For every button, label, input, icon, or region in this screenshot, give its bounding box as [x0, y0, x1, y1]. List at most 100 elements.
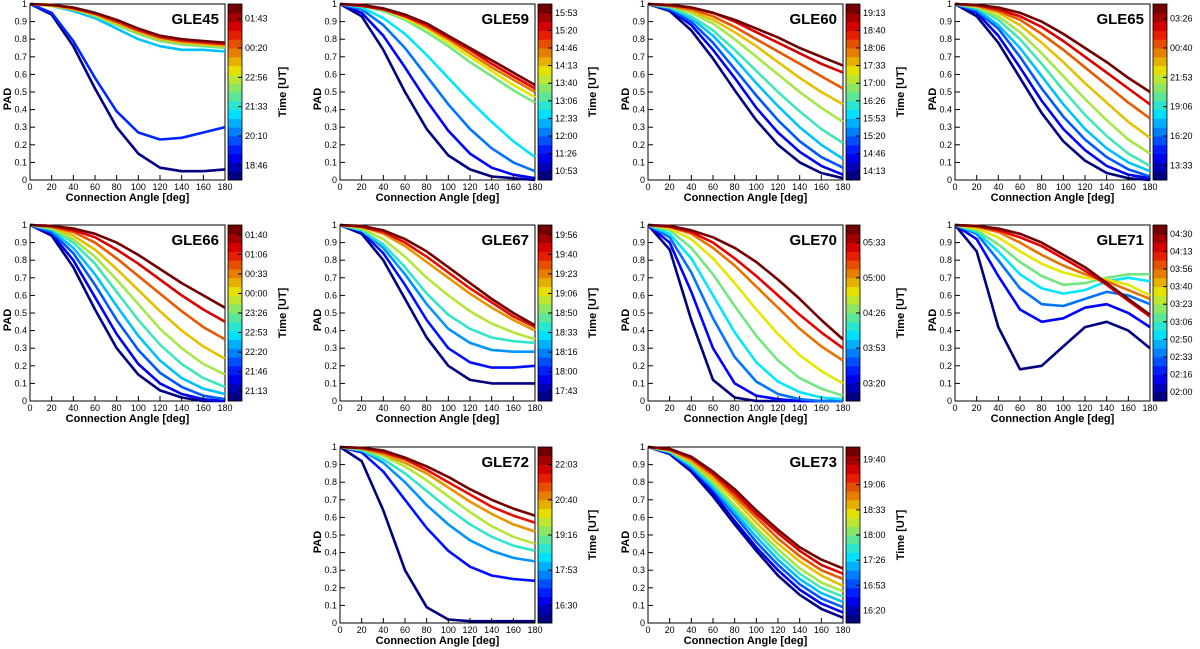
y-tick-label: 0: [947, 396, 952, 406]
y-tick-label: 0.2: [324, 361, 337, 371]
colorbar-tick-label: 21:33: [245, 102, 268, 112]
x-tick-label: 0: [337, 182, 342, 192]
colorbar-segment: [846, 30, 860, 40]
series-line-3: [647, 223, 843, 403]
y-tick-label: 1: [332, 442, 337, 452]
colorbar-segment: [538, 260, 552, 270]
colorbar-segment: [228, 357, 242, 367]
colorbar-segment: [846, 153, 860, 163]
colorbar-segment: [1153, 365, 1167, 376]
colorbar-tick-label: 03:20: [863, 378, 886, 388]
colorbar-segment: [538, 162, 552, 172]
colorbar-segment: [846, 233, 860, 244]
colorbar-tick-label: 00:40: [1170, 43, 1193, 53]
y-tick-label: 1: [22, 220, 27, 230]
x-tick-label: 80: [730, 403, 740, 413]
series-line-3: [647, 2, 844, 169]
colorbar-segment: [1153, 118, 1167, 128]
colorbar-segment: [1153, 109, 1167, 119]
colorbar-segment: [1153, 383, 1167, 393]
colorbar-tick-label: 18:00: [555, 367, 578, 377]
x-tick-label: 40: [378, 182, 388, 192]
y-tick-label: 0.3: [632, 343, 645, 353]
colorbar-segment: [846, 374, 860, 384]
colorbar-segment: [538, 21, 552, 31]
series-line-1: [954, 2, 1151, 182]
x-tick-label: 120: [462, 403, 477, 413]
colorbar-segment: [538, 39, 552, 49]
series-line-5: [647, 223, 844, 397]
colorbar-segment: [538, 286, 552, 296]
y-tick-label: 0.9: [324, 17, 337, 27]
colorbar-segment: [1153, 21, 1167, 31]
x-tick-label: 40: [378, 403, 388, 413]
colorbar-segment: [228, 153, 242, 163]
y-tick-label: 0.6: [324, 512, 337, 522]
colorbar-segment: [538, 482, 552, 492]
colorbar-segment: [538, 517, 552, 527]
series-line-10: [29, 223, 226, 309]
colorbar-tick-label: 12:00: [555, 131, 578, 141]
x-tick-label: 140: [792, 403, 807, 413]
panel-title: GLE72: [481, 454, 529, 471]
colorbar-segment: [538, 277, 552, 288]
y-tick-label: 0: [22, 396, 27, 406]
colorbar-tick-label: 00:00: [245, 288, 268, 298]
colorbar-tick-label: 03:56: [1170, 264, 1193, 274]
series-line-1: [953, 224, 1151, 371]
x-tick-label: 60: [400, 182, 410, 192]
x-axis-label: Connection Angle [deg]: [376, 635, 500, 647]
colorbar-tick-label: 18:16: [555, 347, 578, 357]
colorbar-segment: [538, 543, 552, 554]
chart-panel-gle60: 0 20 40 60 80 100 120 140 160 180 0 0.1 0.2 0.3 0.4 0.5…: [620, 0, 907, 204]
y-tick-label: 0: [947, 175, 952, 185]
colorbar-frame: [1152, 224, 1168, 402]
y-tick-label: 0.6: [14, 290, 27, 300]
y-tick-label: 0.9: [632, 17, 645, 27]
y-tick-label: 0.9: [324, 238, 337, 248]
colorbar-segment: [1153, 153, 1167, 163]
colorbar-tick-label: 16:26: [863, 96, 886, 106]
y-tick-label: 0.3: [632, 565, 645, 575]
y-tick-label: 0.1: [14, 157, 27, 167]
y-tick-label: 0.9: [939, 17, 952, 27]
series-line-6: [954, 2, 1151, 155]
panel-title: GLE71: [1096, 232, 1144, 249]
colorbar-segment: [538, 74, 552, 84]
colorbar-tick-label: 18:33: [863, 505, 886, 515]
colorbar-segment: [538, 153, 552, 163]
series-line-2: [647, 2, 844, 176]
x-axis-label: Connection Angle [deg]: [376, 192, 500, 204]
x-tick-label: 20: [972, 403, 982, 413]
y-tick-label: 0.8: [324, 34, 337, 44]
x-tick-label: 100: [441, 403, 456, 413]
y-tick-label: 1: [22, 0, 27, 9]
colorbar-tick-label: 16:53: [863, 580, 886, 590]
colorbar-tick-label: 18:33: [555, 328, 578, 338]
colorbar-segment: [846, 357, 860, 367]
colorbar-segment: [538, 357, 552, 367]
colorbar-segment: [538, 100, 552, 111]
y-tick-label: 0.2: [324, 583, 337, 593]
colorbar-tick-label: 22:20: [245, 347, 268, 357]
panel-title: GLE60: [789, 11, 837, 28]
colorbar-tick-label: 02:33: [1170, 352, 1193, 362]
colorbar-segment: [538, 614, 552, 624]
series-line-1: [647, 2, 844, 180]
series-line-9: [954, 223, 1151, 316]
y-tick-label: 0.7: [632, 495, 645, 505]
colorbar-label: Time [UT]: [895, 66, 907, 117]
colorbar-tick-label: 03:40: [1170, 282, 1193, 292]
colorbar-segment: [1153, 392, 1167, 402]
colorbar-segment: [1153, 269, 1167, 279]
y-tick-label: 0.1: [14, 378, 27, 388]
panel-title: GLE65: [1096, 11, 1144, 28]
colorbar-segment: [846, 65, 860, 75]
colorbar-segment: [846, 92, 860, 102]
colorbar-segment: [538, 171, 552, 181]
y-axis-label: PAD: [620, 88, 632, 110]
series-line-6: [954, 223, 1151, 297]
colorbar-tick-label: 19:13: [863, 8, 886, 18]
series-line-2: [954, 223, 1151, 329]
y-tick-label: 1: [640, 220, 645, 230]
